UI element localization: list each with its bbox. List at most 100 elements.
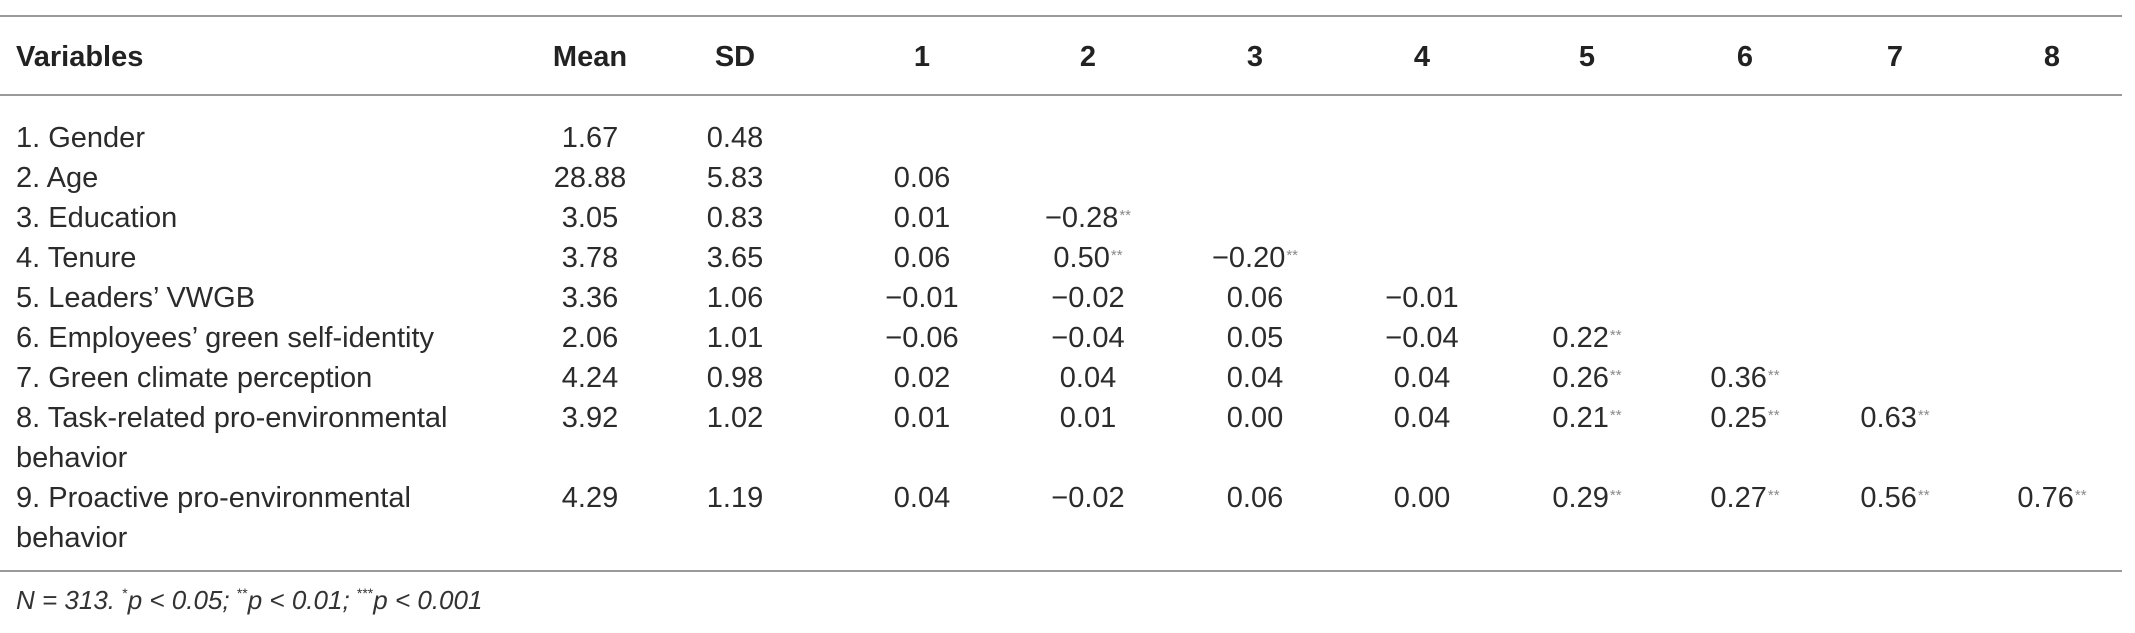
significance-mark: ** [1609,487,1622,504]
correlation-cell: −0.20** [1180,238,1330,278]
mean-cell-value: 2.06 [561,322,619,354]
correlation-cell-value: 0.05 [1226,322,1284,354]
mean-cell: 4.24 [515,358,665,398]
significance-mark: ** [1286,247,1299,264]
correlation-cell-value: 0.01 [893,202,951,234]
variable-label: 6. Employees’ green self-identity [16,322,435,354]
footnote-mark-3: *** [356,585,374,601]
correlation-cell-value: 0.00 [1226,402,1284,434]
header-variables: Variables [16,41,144,73]
correlation-cell: 0.29** [1512,478,1662,518]
correlation-cell: 0.00 [1347,478,1497,518]
correlation-cell: 0.36** [1670,358,1820,398]
sd-cell: 0.83 [660,198,810,238]
significance-mark: ** [1917,407,1930,424]
significance-mark: ** [1767,367,1780,384]
variable-label: 8. Task-related pro-environmental behavi… [16,402,448,474]
sd-cell: 3.65 [660,238,810,278]
mean-cell-value: 4.29 [561,482,619,514]
correlation-cell-value: −0.20 [1211,242,1286,274]
header-col-5: 5 [1578,41,1596,73]
correlation-cell-value: 0.06 [1226,282,1284,314]
header-col-4: 4 [1413,41,1431,73]
significance-mark: ** [1119,207,1132,224]
variable-label: 4. Tenure [16,242,137,274]
correlation-cell-value: 0.04 [1226,362,1284,394]
mean-cell: 4.29 [515,478,665,518]
correlation-cell: 0.04 [847,478,997,518]
header-col-2: 2 [1079,41,1097,73]
sd-cell: 1.02 [660,398,810,438]
correlation-cell-value: −0.28 [1044,202,1119,234]
correlation-cell: 0.76** [1977,478,2127,518]
correlation-cell: 0.01 [847,198,997,238]
sd-cell-value: 1.02 [706,402,764,434]
variable-label: 1. Gender [16,122,145,154]
correlation-cell: 0.00 [1180,398,1330,438]
correlation-cell-value: 0.04 [1059,362,1117,394]
table-header-rule [0,94,2122,96]
sd-cell-value: 0.83 [706,202,764,234]
correlation-cell-value: 0.27 [1710,482,1767,514]
footnote-p2: p < 0.01; [247,585,357,615]
correlation-cell: 0.22** [1512,318,1662,358]
header-col-8: 8 [2043,41,2061,73]
correlation-cell: 0.01 [847,398,997,438]
significance-mark: ** [1917,487,1930,504]
correlation-cell-value: 0.04 [1393,402,1451,434]
correlation-cell-value: 0.21 [1552,402,1609,434]
significance-mark: ** [1609,367,1622,384]
mean-cell-value: 4.24 [561,362,619,394]
correlation-cell: −0.04 [1347,318,1497,358]
mean-cell: 3.36 [515,278,665,318]
correlation-cell-value: 0.36 [1710,362,1767,394]
mean-cell-value: 3.92 [561,402,619,434]
correlation-cell-value: 0.50 [1053,242,1110,274]
correlation-cell: 0.06 [1180,278,1330,318]
correlation-cell-value: 0.76 [2017,482,2074,514]
correlation-cell: 0.27** [1670,478,1820,518]
sd-cell-value: 0.98 [706,362,764,394]
header-col-6: 6 [1736,41,1754,73]
correlation-cell-value: 0.25 [1710,402,1767,434]
variable-label: 7. Green climate perception [16,362,373,394]
correlation-cell: 0.04 [1180,358,1330,398]
header-col-mean: Mean [552,41,628,73]
significance-mark: ** [1609,407,1622,424]
sd-cell: 5.83 [660,158,810,198]
correlation-cell-value: −0.01 [885,282,959,314]
footnote-mark-2: ** [236,585,248,601]
correlation-cell-value: 0.01 [1059,402,1117,434]
sd-cell: 0.98 [660,358,810,398]
correlation-cell-value: −0.04 [1051,322,1125,354]
correlation-cell-value: 0.04 [893,482,951,514]
header-col-sd: SD [714,41,756,73]
sd-cell-value: 1.01 [706,322,764,354]
correlation-cell: 0.05 [1180,318,1330,358]
correlation-cell: 0.26** [1512,358,1662,398]
correlation-cell: −0.01 [1347,278,1497,318]
significance-mark: ** [1767,487,1780,504]
significance-mark: ** [1110,247,1123,264]
mean-cell: 3.78 [515,238,665,278]
header-col-1: 1 [913,41,931,73]
correlation-cell-value: 0.00 [1393,482,1451,514]
correlation-cell: −0.02 [1013,278,1163,318]
correlation-cell-value: 0.29 [1552,482,1609,514]
footnote-p1: p < 0.05; [127,585,237,615]
correlation-cell: 0.02 [847,358,997,398]
table-top-rule [0,15,2122,17]
correlation-cell: 0.25** [1670,398,1820,438]
variable-label: 5. Leaders’ VWGB [16,282,256,314]
sd-cell-value: 3.65 [706,242,764,274]
correlation-cell: 0.21** [1512,398,1662,438]
correlation-cell: 0.06 [1180,478,1330,518]
correlation-cell-value: 0.63 [1860,402,1917,434]
correlation-cell-value: 0.26 [1552,362,1609,394]
mean-cell: 28.88 [515,158,665,198]
correlation-cell-value: 0.06 [893,162,951,194]
sd-cell: 1.06 [660,278,810,318]
significance-mark: ** [1767,407,1780,424]
sd-cell: 1.19 [660,478,810,518]
correlation-cell: −0.04 [1013,318,1163,358]
